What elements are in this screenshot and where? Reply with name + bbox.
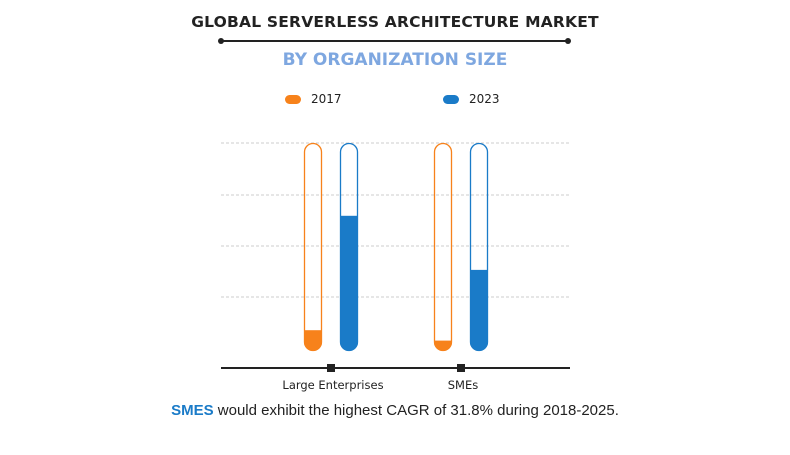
divider-dot-left <box>218 38 224 44</box>
bar-tube-2023 <box>339 142 359 352</box>
x-tick-label: Large Enterprises <box>282 378 383 392</box>
legend-item-2017: 2017 <box>285 92 342 106</box>
legend-swatch-2017 <box>285 94 301 104</box>
legend-label-2017: 2017 <box>311 92 342 106</box>
footer-highlight: SMES <box>171 402 214 419</box>
x-tick-label: SMEs <box>448 378 478 392</box>
bar-tube-2017 <box>303 142 323 352</box>
chart-subtitle: BY ORGANIZATION SIZE <box>282 50 508 70</box>
legend-label-2023: 2023 <box>469 92 500 106</box>
title-divider <box>221 40 568 42</box>
bar-tube-2023 <box>469 142 489 352</box>
bar-2017-smes <box>434 340 452 351</box>
x-tick <box>457 364 465 372</box>
x-tick <box>327 364 335 372</box>
legend-swatch-2023 <box>443 94 459 104</box>
bar-2017-large-enterprises <box>304 330 322 351</box>
footer-note: SMES would exhibit the highest CAGR of 3… <box>0 402 790 419</box>
footer-text: would exhibit the highest CAGR of 31.8% … <box>213 402 619 419</box>
bar-tube-2017 <box>433 142 453 352</box>
bar-2023-smes <box>470 269 488 351</box>
legend-item-2023: 2023 <box>443 92 500 106</box>
divider-dot-right <box>565 38 571 44</box>
bar-2023-large-enterprises <box>340 215 358 351</box>
chart-title: GLOBAL SERVERLESS ARCHITECTURE MARKET <box>191 13 599 31</box>
